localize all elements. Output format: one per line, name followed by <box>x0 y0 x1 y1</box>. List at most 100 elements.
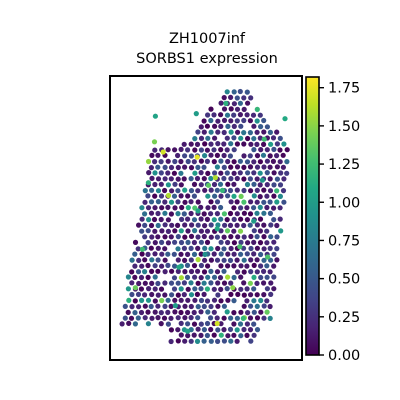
expression-spot <box>248 141 254 147</box>
expression-spot <box>159 239 165 245</box>
expression-spot <box>218 204 224 211</box>
expression-spot <box>195 234 201 240</box>
expression-spot <box>175 222 181 228</box>
expression-spot <box>247 118 253 124</box>
expression-spot <box>241 222 247 229</box>
expression-spot <box>274 176 280 182</box>
expression-spot <box>149 152 155 158</box>
expression-spot <box>208 257 214 263</box>
expression-spot <box>126 320 132 326</box>
expression-spot <box>175 152 181 159</box>
expression-spot <box>169 292 175 298</box>
expression-spot <box>235 129 241 135</box>
expression-spot <box>274 234 280 240</box>
expression-spot <box>235 291 241 297</box>
expression-spot <box>152 240 158 246</box>
expression-spot <box>248 233 254 240</box>
expression-spot <box>237 170 243 176</box>
expression-spot <box>268 291 274 297</box>
expression-spot <box>148 303 154 310</box>
expression-spot <box>254 257 260 263</box>
expression-spot <box>185 228 191 234</box>
expression-spot <box>271 263 277 269</box>
expression-spot <box>161 315 168 321</box>
expression-spot <box>221 280 228 286</box>
expression-spot <box>227 153 233 159</box>
expression-spot <box>204 298 211 304</box>
expression-spot <box>247 176 253 182</box>
expression-spot <box>264 274 270 280</box>
expression-spot <box>129 280 135 286</box>
expression-spot <box>264 240 270 246</box>
expression-spot <box>202 245 208 251</box>
expression-spot <box>191 159 197 165</box>
expression-spot <box>152 205 158 211</box>
expression-spot <box>158 321 164 327</box>
expression-spot-high <box>240 315 246 321</box>
expression-spot <box>254 269 260 275</box>
expression-spot <box>198 170 204 176</box>
expression-spot <box>221 117 228 123</box>
expression-spot <box>218 321 224 327</box>
expression-spot <box>175 211 181 217</box>
expression-spot <box>225 158 231 165</box>
expression-spot <box>125 286 131 292</box>
expression-spot <box>175 164 181 171</box>
expression-spot <box>228 315 234 321</box>
expression-spot <box>267 303 273 310</box>
expression-spot <box>271 286 277 292</box>
expression-spot-high <box>152 113 158 119</box>
expression-spot <box>280 152 286 158</box>
expression-spot <box>198 239 204 245</box>
expression-spot <box>241 257 247 263</box>
expression-spot <box>228 129 234 135</box>
expression-spot <box>192 297 198 303</box>
expression-spot <box>189 222 195 228</box>
expression-spot <box>146 217 152 223</box>
expression-spot <box>248 269 254 275</box>
expression-spot <box>151 216 158 223</box>
expression-spot <box>191 251 198 257</box>
expression-spot <box>201 164 207 170</box>
expression-spot <box>238 239 244 245</box>
expression-spot <box>224 286 230 292</box>
expression-spot <box>254 118 260 124</box>
expression-spot <box>278 228 284 234</box>
expression-spot <box>139 205 145 211</box>
expression-spot <box>274 141 280 147</box>
expression-spot <box>231 101 237 107</box>
expression-spot <box>185 321 191 327</box>
expression-spot <box>248 292 254 298</box>
expression-spot <box>191 332 197 338</box>
expression-spot <box>247 280 253 286</box>
expression-spot-high <box>172 303 178 309</box>
expression-spot <box>168 199 175 205</box>
expression-spot <box>132 321 138 327</box>
expression-spot <box>205 274 211 280</box>
expression-spot <box>175 315 181 321</box>
expression-spot <box>185 193 191 199</box>
expression-spot <box>234 187 240 193</box>
expression-spot-high <box>202 251 208 257</box>
expression-spot <box>261 210 267 216</box>
expression-spot <box>225 333 231 339</box>
expression-spot <box>260 152 267 158</box>
expression-spot <box>182 199 188 205</box>
expression-spot <box>251 147 257 153</box>
expression-spot <box>261 268 267 274</box>
expression-spot <box>238 274 244 280</box>
expression-spot <box>277 147 283 153</box>
expression-spot <box>155 210 161 217</box>
expression-spot <box>145 205 152 211</box>
expression-spot <box>171 275 178 281</box>
expression-spot <box>244 89 250 95</box>
expression-spot <box>280 188 287 194</box>
expression-spot <box>228 141 234 147</box>
expression-spot <box>152 170 158 176</box>
expression-spot <box>169 268 175 274</box>
expression-spot <box>241 199 247 205</box>
expression-spot <box>208 222 214 228</box>
expression-spot <box>228 338 234 344</box>
expression-spot <box>270 135 277 141</box>
